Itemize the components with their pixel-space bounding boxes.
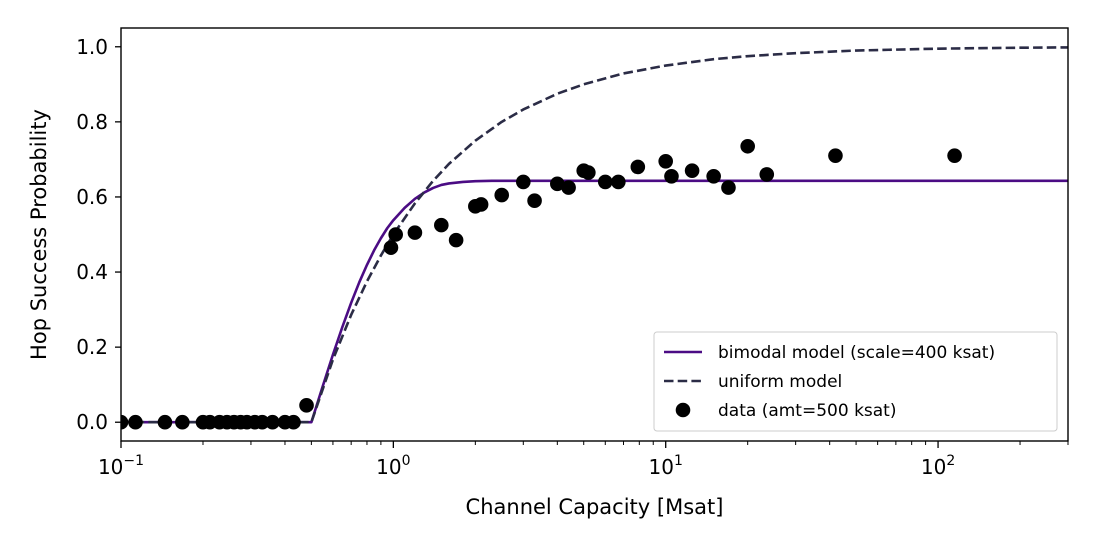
data-point — [157, 414, 173, 430]
data-point — [658, 153, 674, 169]
data-point — [706, 169, 721, 184]
data-point — [494, 187, 510, 203]
data-point — [286, 414, 301, 430]
data-point — [527, 193, 542, 209]
x-tick-label: 101 — [649, 453, 683, 479]
data-point — [597, 174, 613, 190]
data-point — [828, 148, 843, 163]
y-tick-label: 0.0 — [76, 410, 108, 434]
data-point — [759, 167, 775, 182]
data-point — [175, 414, 190, 430]
data-point — [388, 227, 403, 242]
y-axis-label: Hop Success Probability — [27, 109, 51, 360]
legend-label: uniform model — [718, 372, 842, 392]
data-point — [448, 232, 464, 248]
data-point — [664, 169, 679, 184]
x-tick-label: 102 — [921, 453, 955, 479]
data-point — [265, 414, 280, 430]
x-tick-label: 100 — [376, 453, 410, 479]
series-line-2 — [121, 46, 1068, 424]
data-point — [383, 240, 399, 255]
legend-box — [653, 331, 1058, 432]
data-point — [407, 225, 423, 240]
y-tick-label: 0.2 — [76, 335, 108, 359]
data-point — [515, 174, 531, 190]
legend-swatch — [675, 402, 691, 418]
data-point — [561, 180, 576, 195]
data-point — [630, 159, 646, 175]
data-point — [434, 217, 449, 233]
x-tick-label: 10−1 — [98, 453, 144, 479]
x-axis-label: Channel Capacity [Msat] — [466, 495, 724, 519]
data-point — [128, 414, 143, 430]
y-tick-label: 0.8 — [76, 110, 108, 134]
y-tick-label: 0.6 — [76, 185, 108, 209]
data-point — [684, 163, 700, 178]
legend-label: data (amt=500 ksat) — [718, 401, 896, 421]
y-tick-label: 1.0 — [76, 35, 108, 59]
legend: bimodal model (scale=400 ksat) uniform mo… — [653, 331, 1058, 432]
data-point — [581, 165, 596, 180]
data-point — [947, 148, 962, 163]
y-tick-label: 0.4 — [76, 260, 108, 284]
data-point — [740, 138, 755, 154]
data-point — [473, 197, 489, 212]
data-point — [299, 398, 314, 413]
data-point — [121, 414, 129, 430]
data-point — [721, 180, 736, 195]
legend-label: bimodal model (scale=400 ksat) — [718, 343, 995, 363]
data-point — [550, 176, 565, 192]
data-point — [611, 174, 626, 190]
data-point — [254, 414, 270, 430]
plot-frame — [120, 27, 1069, 442]
